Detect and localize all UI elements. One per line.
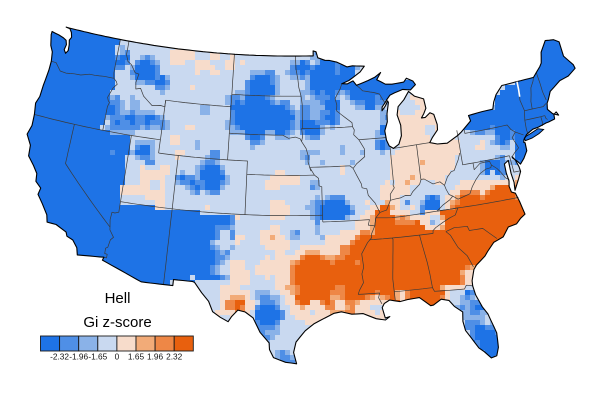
svg-text:1.96: 1.96 — [147, 352, 164, 362]
svg-text:2.32: 2.32 — [166, 352, 183, 362]
svg-text:-1.65: -1.65 — [88, 352, 107, 362]
svg-text:1.65: 1.65 — [128, 352, 145, 362]
svg-text:-2.32: -2.32 — [50, 352, 69, 362]
svg-text:0: 0 — [115, 352, 120, 362]
svg-text:-1.96: -1.96 — [69, 352, 88, 362]
